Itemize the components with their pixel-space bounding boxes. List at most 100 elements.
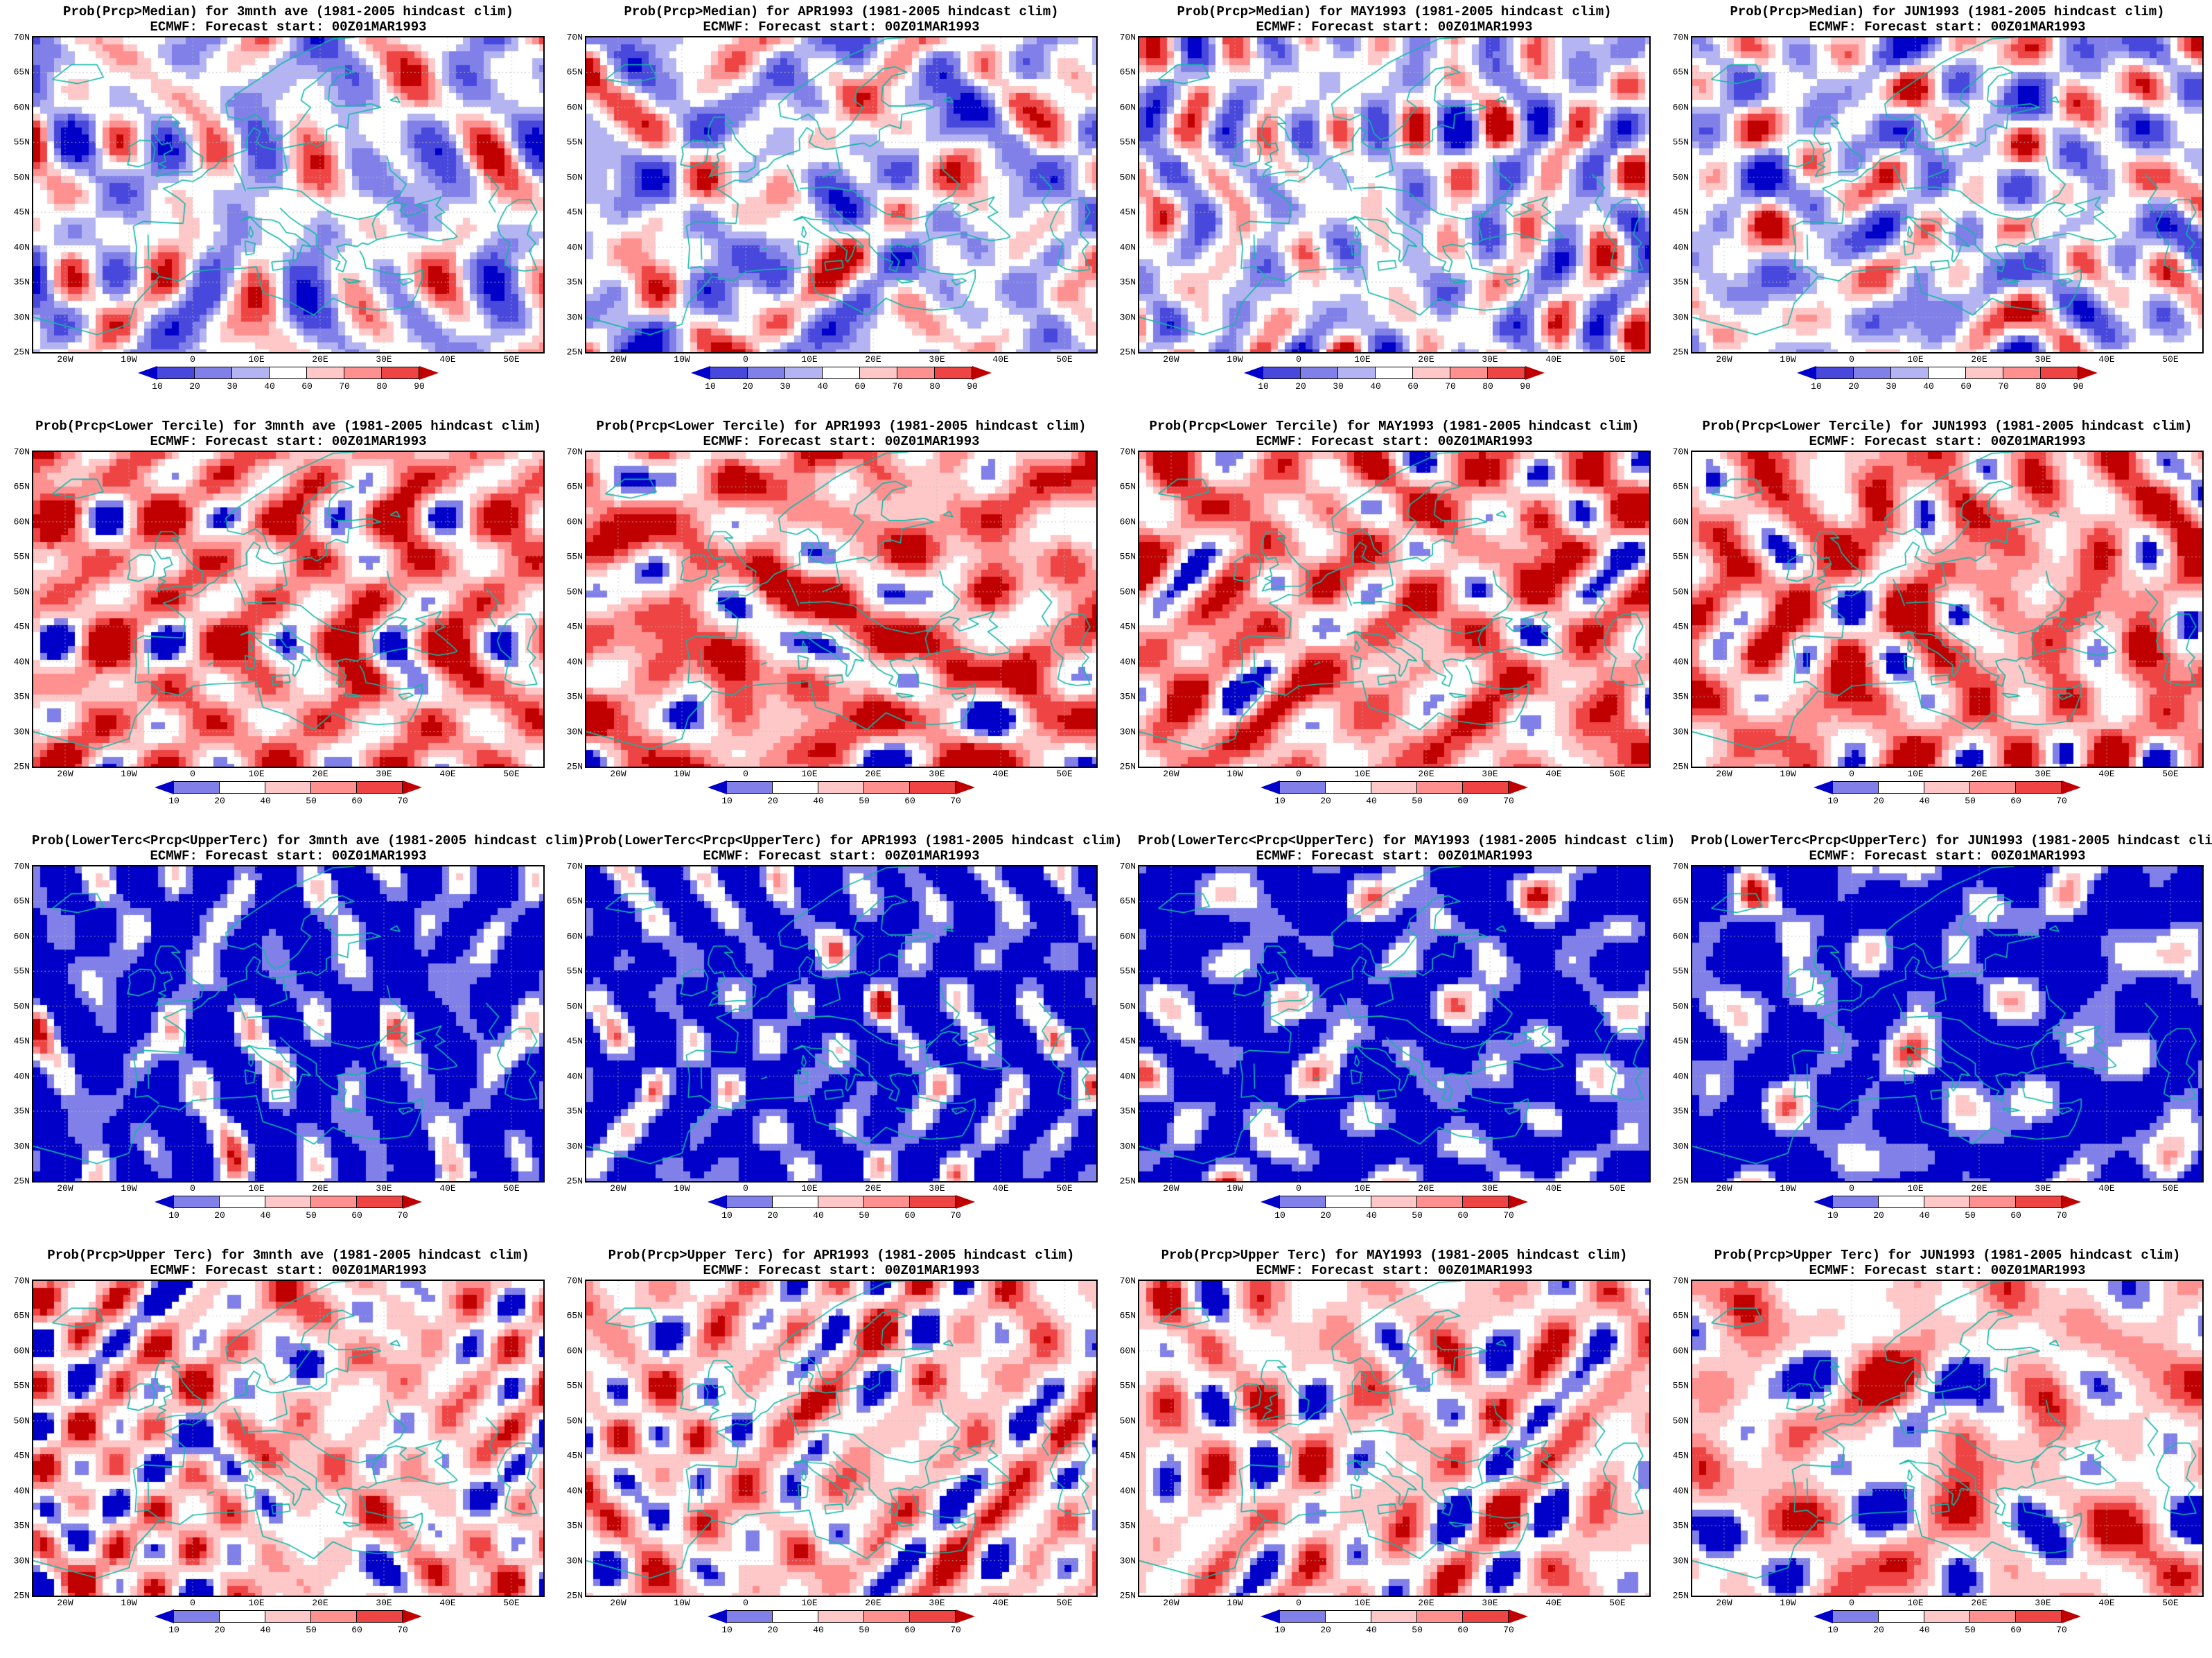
- lon-axis: 20W 10W 0 10E 20E 30E 40E 50E: [1139, 352, 1649, 365]
- lat-label: 40N: [13, 242, 30, 253]
- lat-label: 35N: [1119, 691, 1136, 702]
- lon-label: 10E: [1907, 354, 1924, 365]
- lat-label: 70N: [13, 446, 30, 457]
- lat-label: 25N: [566, 347, 583, 358]
- lat-label: 35N: [13, 691, 30, 702]
- colorbar-left-arrow: [1261, 1609, 1280, 1623]
- lon-axis: 20W 10W 0 10E 20E 30E 40E 50E: [33, 1181, 543, 1194]
- lat-label: 35N: [1672, 1106, 1689, 1117]
- lat-label: 55N: [566, 966, 583, 977]
- colorbar-right-arrow: [2062, 1609, 2081, 1623]
- colorbar-segment: [727, 1196, 773, 1208]
- colorbar-tick: 90: [1520, 381, 1531, 392]
- colorbar-tick: 30: [1333, 381, 1344, 392]
- panel-lowerterc-apr: Prob(Prcp<Lower Tercile) for APR1993 (19…: [553, 414, 1106, 829]
- colorbar-tick: 70: [950, 1625, 961, 1635]
- colorbar-tick: 30: [780, 381, 791, 392]
- lat-label: 40N: [1119, 1485, 1136, 1496]
- lon-axis: 20W 10W 0 10E 20E 30E 40E 50E: [586, 1596, 1096, 1608]
- lat-label: 25N: [13, 1590, 30, 1601]
- colorbar-left-arrow: [708, 1609, 727, 1623]
- colorbar-tick: 70: [1503, 1625, 1514, 1635]
- lon-label: 10E: [1354, 354, 1371, 365]
- colorbar-segment: [195, 367, 232, 379]
- lat-label: 25N: [1672, 1590, 1689, 1601]
- colorbar-tick: 80: [1482, 381, 1493, 392]
- lat-label: 65N: [1672, 481, 1689, 492]
- colorbar-segment: [727, 1610, 773, 1623]
- colorbar-segment: [1371, 781, 1417, 794]
- panel-midterc-apr: Prob(LowerTerc<Prcp<UpperTerc) for APR19…: [553, 829, 1123, 1244]
- lat-label: 30N: [1672, 312, 1689, 323]
- panel-subtitle: ECMWF: Forecast start: 00Z01MAR1993: [1809, 19, 2086, 35]
- colorbar-tick: 40: [1923, 381, 1934, 392]
- panel-lowerterc-may: Prob(Prcp<Lower Tercile) for MAY1993 (19…: [1106, 414, 1659, 829]
- lat-axis: 70N 65N 60N 55N 50N 45N 40N 35N 30N 25N: [1109, 33, 1139, 358]
- lat-label: 50N: [566, 1001, 583, 1012]
- panel-titles: Prob(Prcp>Upper Terc) for 3mnth ave (198…: [32, 1248, 545, 1278]
- lon-label: 20W: [1163, 769, 1179, 779]
- colorbar-tick: 40: [264, 381, 275, 392]
- colorbar-segment: [2003, 367, 2041, 379]
- lon-label: 10E: [1907, 769, 1924, 779]
- lon-label: 10E: [1354, 769, 1371, 779]
- lat-label: 60N: [13, 931, 30, 942]
- colorbar-tick: 40: [817, 381, 828, 392]
- lon-label: 10E: [248, 1183, 265, 1194]
- colorbar-tick: 40: [1366, 1210, 1377, 1221]
- map-canvas: [33, 1281, 543, 1596]
- colorbar-tick: 60: [2010, 1625, 2021, 1635]
- colorbar-strip: 10 20 40 50 60 70: [155, 1195, 422, 1221]
- lon-label: 40E: [992, 1598, 1009, 1608]
- lat-label: 70N: [1119, 1275, 1136, 1286]
- map-canvas: [586, 452, 1096, 767]
- lon-axis: 20W 10W 0 10E 20E 30E 40E 50E: [586, 352, 1096, 365]
- colorbar-tick: 10: [1827, 1625, 1838, 1635]
- colorbar-segment: [265, 781, 311, 794]
- lon-label: 30E: [1482, 354, 1498, 365]
- colorbar-tick: 10: [168, 796, 179, 806]
- lat-label: 30N: [1672, 726, 1689, 738]
- lat-label: 40N: [1672, 242, 1689, 253]
- lon-label: 0: [1296, 354, 1301, 365]
- map-canvas: [33, 452, 543, 767]
- lat-label: 30N: [566, 1555, 583, 1567]
- colorbar-tick: 10: [1274, 796, 1285, 806]
- colorbar-tick: 70: [2056, 1210, 2067, 1221]
- map-canvas: [1692, 452, 2202, 767]
- lon-label: 10E: [801, 354, 818, 365]
- colorbar-tick: 70: [2056, 1625, 2067, 1635]
- panel-titles: Prob(LowerTerc<Prcp<UpperTerc) for MAY19…: [1138, 833, 1675, 864]
- lon-label: 40E: [2098, 354, 2115, 365]
- lat-label: 60N: [566, 102, 583, 113]
- panel-titles: Prob(Prcp>Median) for JUN1993 (1981-2005…: [1691, 4, 2204, 35]
- colorbar-right-arrow: [956, 1609, 975, 1623]
- map: 70N 65N 60N 55N 50N 45N 40N 35N 30N 25N 20W 10W 0 10…: [567, 33, 1098, 365]
- lon-label: 40E: [992, 354, 1009, 365]
- colorbar-tick: 50: [1965, 1625, 1976, 1635]
- colorbar-segment: [1879, 1610, 1924, 1623]
- lat-label: 65N: [566, 896, 583, 907]
- colorbar-segment: [1463, 1196, 1509, 1208]
- panel-titles: Prob(Prcp<Lower Tercile) for JUN1993 (19…: [1691, 419, 2204, 449]
- map: 70N 65N 60N 55N 50N 45N 40N 35N 30N 25N 20W 10W 0 10…: [1673, 447, 2204, 779]
- lon-label: 10E: [801, 1598, 818, 1608]
- lon-label: 40E: [2098, 769, 2115, 779]
- lon-label: 40E: [1545, 1183, 1562, 1194]
- lat-label: 25N: [13, 347, 30, 358]
- colorbar-segment: [1924, 1196, 1970, 1208]
- lon-axis: 20W 10W 0 10E 20E 30E 40E 50E: [33, 767, 543, 779]
- lon-label: 10W: [1227, 354, 1243, 365]
- panel-subtitle: ECMWF: Forecast start: 00Z01MAR1993: [1809, 1263, 2086, 1278]
- lat-label: 35N: [566, 1520, 583, 1531]
- lat-label: 30N: [566, 726, 583, 738]
- lon-label: 20E: [865, 1598, 881, 1608]
- colorbar-left-arrow: [155, 780, 174, 794]
- colorbar-tick: 60: [1407, 381, 1419, 392]
- colorbar-right-arrow: [1509, 1195, 1528, 1209]
- colorbar: 10 20 40 50 60 70: [1138, 1609, 1651, 1640]
- lat-label: 40N: [566, 1071, 583, 1082]
- colorbar-left-arrow: [1261, 780, 1280, 794]
- colorbar-right-arrow: [956, 780, 975, 794]
- colorbar-tick: 60: [904, 1625, 915, 1635]
